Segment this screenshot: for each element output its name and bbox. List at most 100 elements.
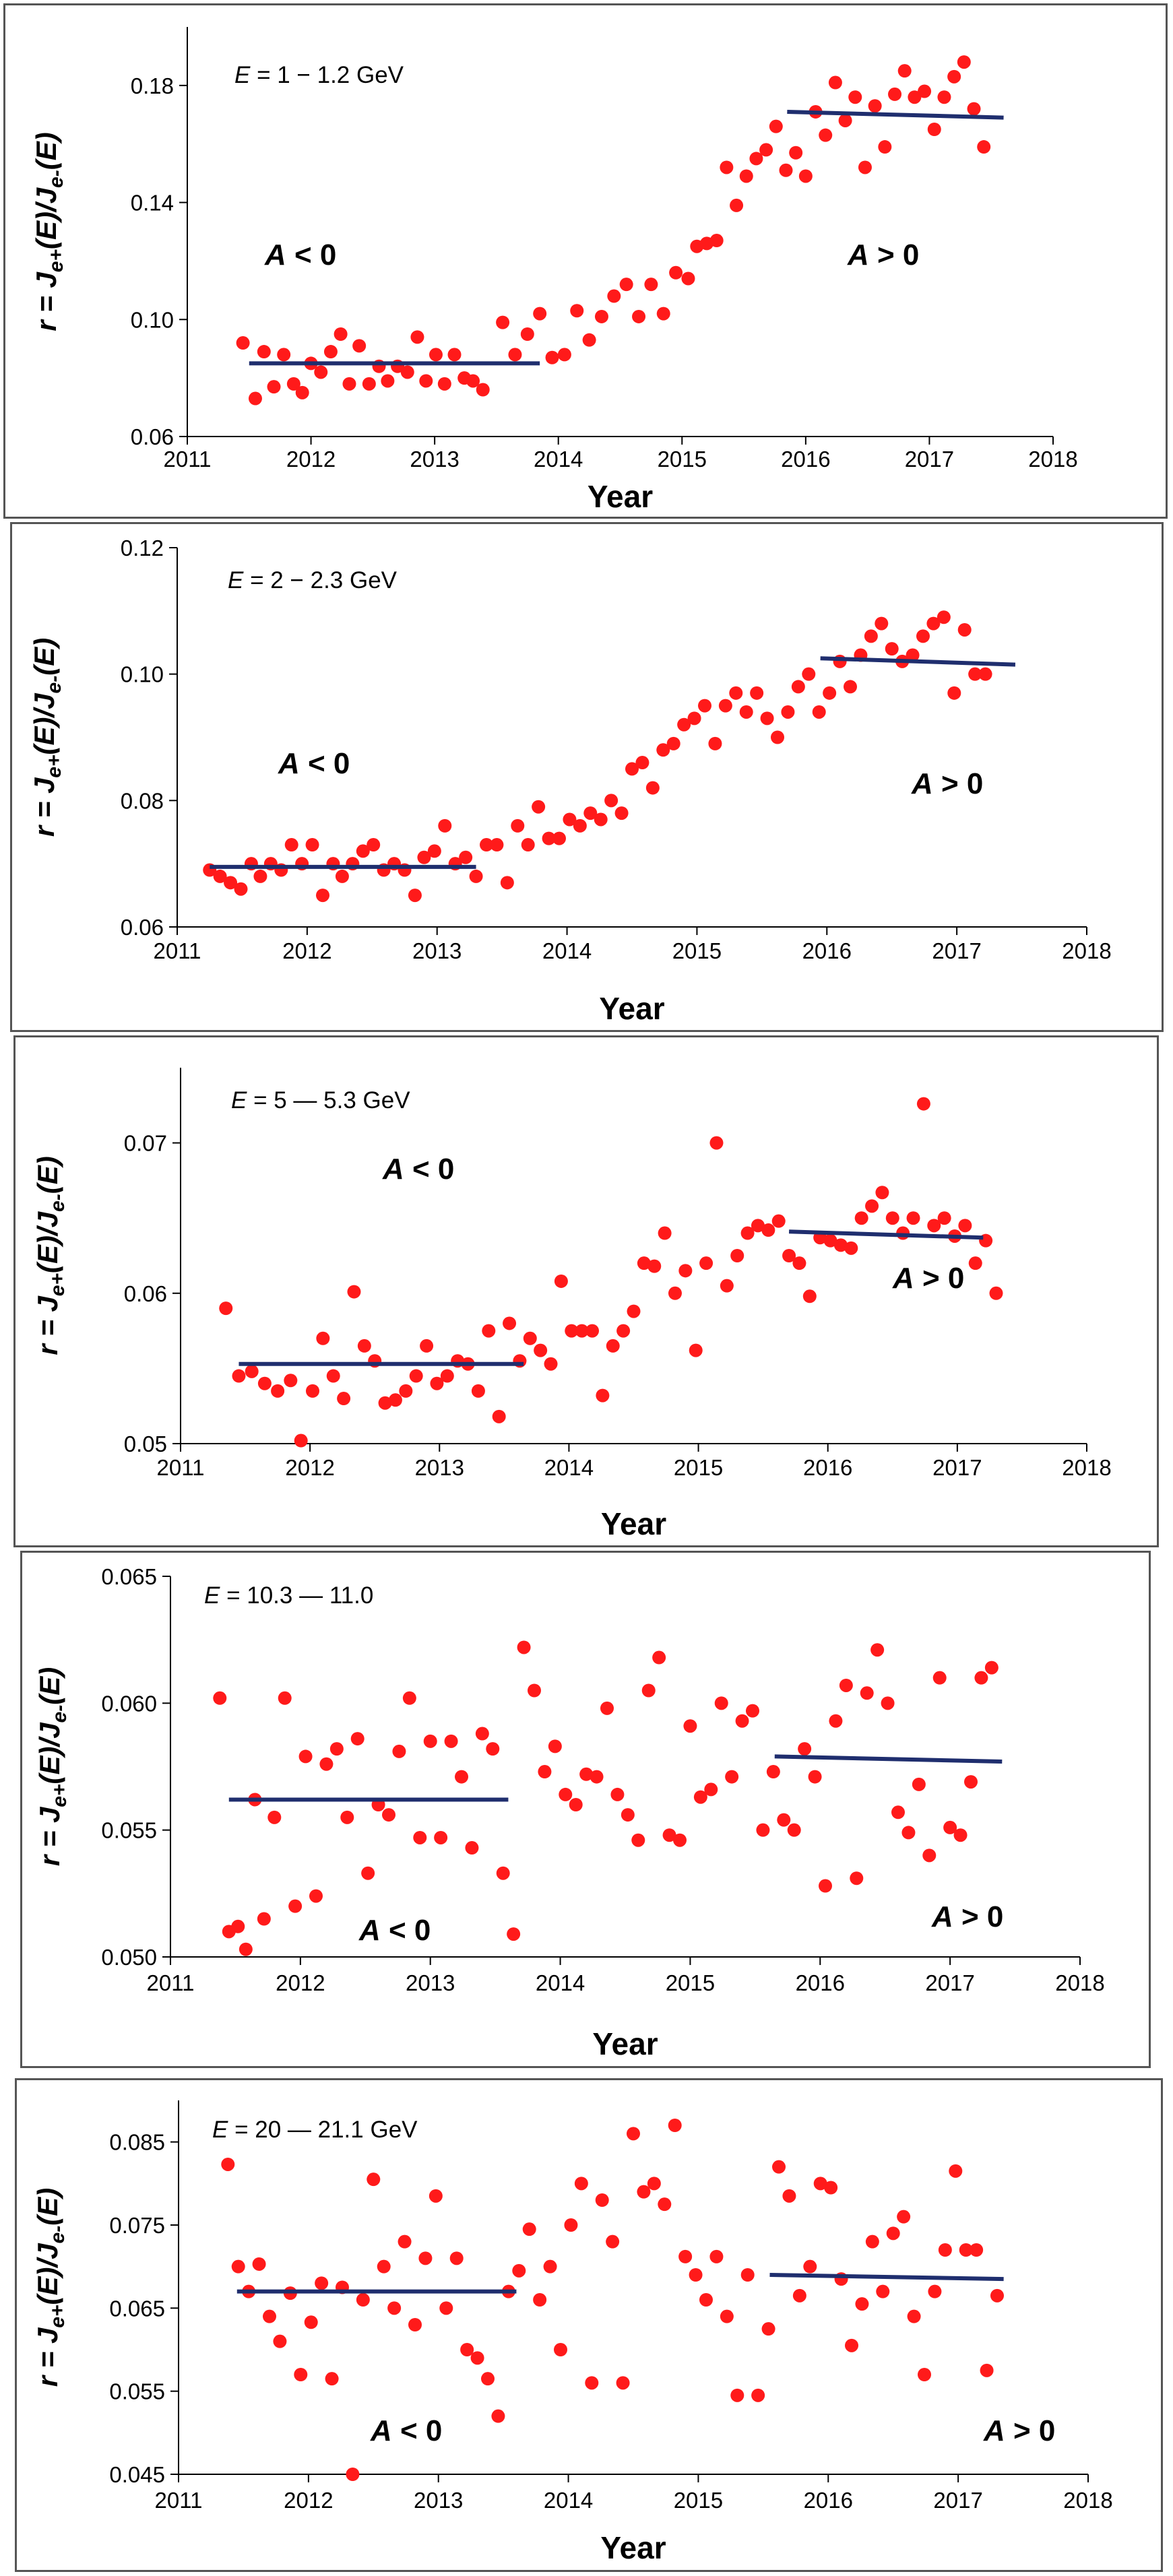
data-point	[413, 1830, 427, 1844]
x-tick-label: 2015	[674, 2488, 723, 2513]
data-point	[402, 1691, 416, 1705]
data-point	[481, 2372, 495, 2386]
data-point	[860, 1686, 874, 1700]
data-point	[625, 762, 639, 776]
data-point	[419, 374, 433, 388]
chart-1-svg: 2011 2012 2013 2014 2015 2016 2017 2018 0.06 0.10…	[30, 27, 1078, 514]
data-point	[248, 391, 262, 406]
data-point	[647, 2177, 661, 2191]
y-tick-label: 0.045	[109, 2462, 165, 2487]
data-point	[382, 1808, 395, 1822]
data-point	[231, 2259, 245, 2274]
data-point	[606, 1339, 620, 1353]
data-point	[440, 1369, 454, 1383]
data-point	[720, 1279, 734, 1293]
data-point	[619, 278, 633, 292]
energy-label: E = 2 − 2.3 GeV	[228, 567, 398, 593]
data-point	[554, 2343, 567, 2356]
data-point	[803, 2259, 817, 2274]
data-point	[377, 2259, 391, 2274]
data-point	[528, 1683, 541, 1698]
data-point	[641, 1683, 656, 1698]
chart-2-svg: 2011 2012 2013 2014 2015 2016 2017 2018 0.06 0.08…	[28, 536, 1112, 1026]
region-label-a-positive: A > 0	[847, 238, 919, 271]
y-axis-label: r = Je+(E)/Je-(E)	[28, 638, 65, 837]
data-point	[400, 365, 414, 379]
data-point	[325, 2372, 339, 2386]
data-point	[938, 2243, 952, 2257]
fit-line-a-positive	[774, 1754, 1003, 1764]
data-point	[342, 377, 356, 391]
y-axis-label: r = Je+(E)/Je-(E)	[30, 132, 67, 331]
data-point	[766, 1765, 780, 1779]
data-point	[819, 128, 833, 142]
data-point	[787, 1823, 801, 1837]
x-tick-label: 2013	[414, 2488, 463, 2513]
data-point	[645, 781, 660, 795]
x-tick-label: 2018	[1062, 1455, 1111, 1480]
y-tick-label: 0.12	[121, 536, 164, 560]
data-point	[429, 2189, 443, 2203]
fit-line-a-positive	[820, 656, 1016, 667]
data-point	[455, 1770, 468, 1784]
data-point	[798, 1742, 812, 1756]
data-point	[683, 1719, 697, 1733]
y-tick-label: 0.10	[131, 307, 174, 332]
data-point	[408, 889, 422, 903]
data-point	[273, 2334, 287, 2348]
data-point	[897, 64, 912, 78]
data-point	[855, 2297, 869, 2311]
data-point	[746, 1704, 759, 1718]
x-axis-label: Year	[592, 2026, 658, 2061]
data-point	[709, 1136, 724, 1150]
data-point	[968, 1256, 982, 1270]
data-point	[662, 1828, 676, 1842]
y-tick-label: 0.055	[101, 1818, 157, 1843]
data-point	[875, 616, 889, 631]
x-tick-label: 2015	[674, 1455, 723, 1480]
data-point	[557, 348, 571, 362]
data-point	[420, 1339, 434, 1353]
x-tick-label: 2014	[536, 1970, 585, 1995]
data-point	[315, 2276, 329, 2290]
data-point	[885, 1211, 899, 1225]
data-point	[644, 278, 658, 292]
data-point	[503, 1316, 517, 1330]
data-point	[305, 838, 319, 852]
data-point	[267, 1810, 282, 1824]
data-point	[381, 374, 395, 388]
data-point	[267, 380, 281, 394]
data-point	[647, 1259, 662, 1273]
data-point	[356, 844, 370, 858]
data-point	[918, 2368, 931, 2381]
data-point	[298, 1749, 313, 1764]
data-point	[974, 1671, 988, 1685]
data-point	[347, 1285, 361, 1299]
data-point	[730, 2388, 744, 2402]
data-point	[610, 1787, 625, 1801]
data-point	[387, 2301, 402, 2315]
x-tick-label: 2018	[1028, 447, 1077, 472]
x-tick-label: 2018	[1055, 1970, 1104, 1995]
data-point	[423, 1734, 437, 1748]
data-point	[927, 123, 941, 136]
data-point	[953, 1828, 968, 1842]
data-point	[782, 1249, 796, 1262]
y-tick-label: 0.065	[101, 1564, 157, 1589]
data-point	[418, 2251, 433, 2265]
data-point	[323, 345, 338, 359]
data-point	[637, 1256, 651, 1270]
data-point	[356, 2293, 370, 2307]
data-point	[616, 1324, 631, 1338]
data-point	[957, 55, 971, 69]
data-point	[802, 1289, 817, 1303]
data-point	[848, 90, 862, 104]
data-point	[990, 2288, 1004, 2303]
data-point	[760, 711, 774, 726]
data-point	[943, 1820, 957, 1834]
data-point	[286, 377, 300, 391]
data-point	[239, 1942, 253, 1956]
data-point	[865, 1199, 879, 1213]
x-tick-label: 2017	[932, 938, 981, 963]
data-point	[594, 309, 608, 323]
